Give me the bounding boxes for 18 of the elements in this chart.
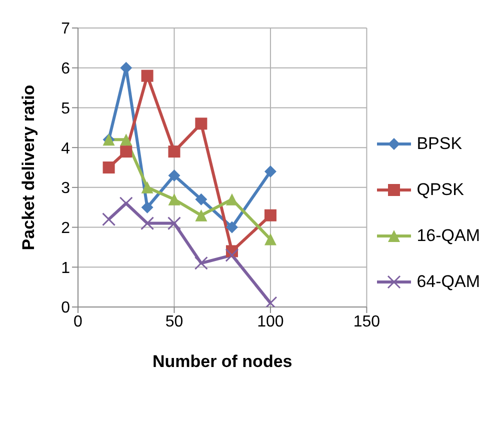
legend-label: 64-QAM: [416, 272, 480, 292]
legend-label: 16-QAM: [416, 226, 480, 246]
y-tick-label: 2: [61, 220, 70, 237]
x-axis-title: Number of nodes: [152, 352, 292, 371]
legend-label: BPSK: [416, 134, 462, 154]
y-axis-title: Packet delivery ratio: [19, 84, 38, 250]
x-tick-label: 150: [353, 313, 380, 330]
y-tick-label: 7: [61, 20, 70, 38]
y-tick-label: 3: [61, 180, 70, 198]
legend-label: QPSK: [416, 180, 464, 200]
y-tick-label: 1: [61, 260, 70, 277]
x-tick-label: 100: [257, 313, 284, 330]
y-tick-label: 4: [61, 140, 70, 158]
x-tick-label: 0: [74, 313, 83, 330]
y-tick-label: 0: [61, 300, 70, 317]
y-tick-label: 5: [61, 100, 70, 118]
x-tick-label: 50: [165, 313, 184, 330]
y-tick-label: 6: [61, 60, 70, 78]
